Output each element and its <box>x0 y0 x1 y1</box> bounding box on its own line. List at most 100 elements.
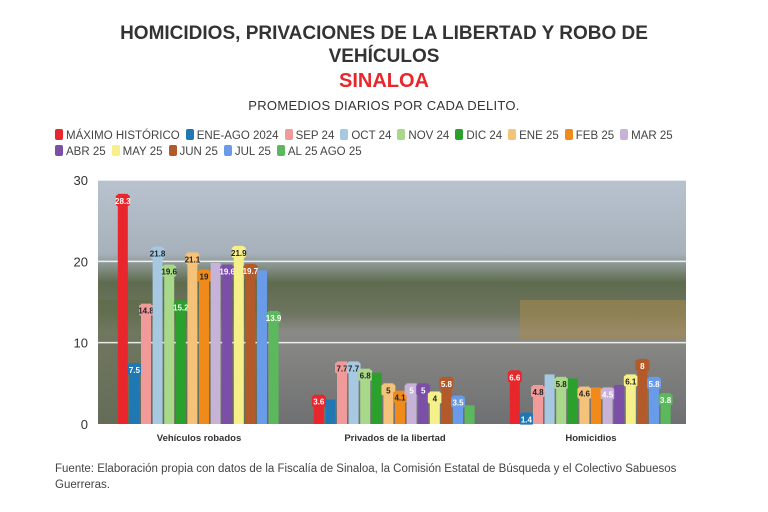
bar <box>129 363 140 424</box>
legend-item: MAY 25 <box>111 144 163 160</box>
data-label: 28.3 <box>115 197 131 206</box>
data-label-bg <box>243 264 258 276</box>
bar <box>509 370 520 424</box>
legend-item: ENE-AGO 2024 <box>185 128 279 144</box>
data-label-bg <box>647 377 661 389</box>
data-label-bg <box>507 371 522 383</box>
roadside-grass <box>520 300 686 340</box>
legend-item: FEB 25 <box>564 128 614 144</box>
data-label-bg <box>197 270 211 282</box>
data-label-bg <box>577 387 592 399</box>
data-label: 5.8 <box>648 380 660 389</box>
data-label-bg <box>185 253 200 265</box>
y-tick-label: 0 <box>81 417 88 432</box>
data-label-bg <box>311 395 326 407</box>
data-label: 3.8 <box>660 396 672 405</box>
y-tick-label: 20 <box>74 254 88 269</box>
data-label: 4.5 <box>602 390 614 399</box>
data-label: 6.6 <box>509 373 521 382</box>
data-label-bg <box>220 265 235 277</box>
bar <box>579 386 590 424</box>
legend-item: ENE 25 <box>508 128 559 144</box>
category-label: Homicidios <box>565 433 616 444</box>
bar <box>660 393 671 424</box>
y-tick-label: 30 <box>74 173 88 188</box>
data-label-bg <box>635 359 650 371</box>
legend-item: AL 25 AGO 25 <box>276 144 362 160</box>
data-label: 5 <box>409 386 414 395</box>
data-label-bg <box>231 246 246 258</box>
data-label-bg <box>658 394 673 406</box>
bar <box>313 394 324 424</box>
bar <box>152 246 163 424</box>
legend-label: NOV 24 <box>408 130 450 142</box>
legend-label: ENE-AGO 2024 <box>196 130 279 142</box>
legend-swatch <box>223 145 232 156</box>
data-label-bg <box>346 362 361 374</box>
data-label: 21.9 <box>231 249 247 258</box>
data-label: 3.6 <box>313 398 325 407</box>
data-label: 6.1 <box>625 377 637 386</box>
legend-swatch <box>620 129 629 140</box>
bar <box>418 383 429 424</box>
data-label: 5 <box>421 386 426 395</box>
bar <box>348 361 359 424</box>
bar <box>337 361 347 424</box>
legend-swatch <box>564 129 573 140</box>
bar <box>360 368 371 424</box>
data-label-bg <box>404 384 419 396</box>
legend-item: MÁXIMO HISTÓRICO <box>55 128 180 144</box>
data-label: 4.1 <box>394 394 406 403</box>
chart-subtitle: PROMEDIOS DIARIOS POR CADA DELITO. <box>248 98 520 113</box>
legend-item: ABR 25 <box>55 144 106 160</box>
bar <box>325 399 336 424</box>
legend-label: OCT 24 <box>351 130 392 142</box>
data-label: 19.6 <box>161 268 177 277</box>
bar <box>591 387 601 424</box>
data-label-bg <box>381 384 396 396</box>
legend-label: DIC 24 <box>466 130 503 142</box>
legend-item: NOV 24 <box>397 128 449 144</box>
legend-swatch <box>508 129 517 140</box>
legend-label: AL 25 AGO 25 <box>287 146 362 158</box>
bar <box>429 391 440 424</box>
legend-label: MÁXIMO HISTÓRICO <box>66 130 180 142</box>
bar <box>637 358 648 424</box>
data-label-bg <box>439 377 454 389</box>
data-label: 1.4 <box>521 416 533 425</box>
data-label: 15.2 <box>173 303 189 312</box>
legend-item: SEP 24 <box>284 128 334 144</box>
y-tick-label: 10 <box>74 336 88 351</box>
bar <box>614 384 625 424</box>
bar <box>625 374 636 424</box>
legend-item: DIC 24 <box>455 128 502 144</box>
data-label: 4 <box>433 394 438 403</box>
legend-label: MAY 25 <box>122 146 163 158</box>
bar <box>533 384 543 424</box>
data-label-bg <box>127 364 142 375</box>
data-label-bg <box>139 304 153 316</box>
bar <box>175 300 186 424</box>
legend-swatch <box>276 145 285 156</box>
bar <box>567 378 578 424</box>
bar <box>210 262 221 424</box>
data-label-bg <box>519 413 534 425</box>
data-label-bg <box>554 377 569 389</box>
legend-label: ABR 25 <box>66 146 106 158</box>
bar <box>441 376 452 424</box>
data-label-bg <box>427 392 442 404</box>
legend-item: MAR 25 <box>620 128 673 144</box>
bar <box>371 372 382 424</box>
bar <box>602 387 613 424</box>
category-label: Vehículos robados <box>157 433 241 444</box>
bar <box>222 264 233 424</box>
bar <box>544 374 555 424</box>
data-label-bg <box>358 369 373 381</box>
data-label: 13.9 <box>266 314 282 323</box>
category-label: Privados de la libertad <box>344 433 446 444</box>
data-label: 21.8 <box>150 250 166 259</box>
data-label: 21.1 <box>185 255 201 264</box>
legend-swatch <box>55 129 63 140</box>
data-label: 7.7 <box>348 364 360 373</box>
bar <box>268 310 279 424</box>
